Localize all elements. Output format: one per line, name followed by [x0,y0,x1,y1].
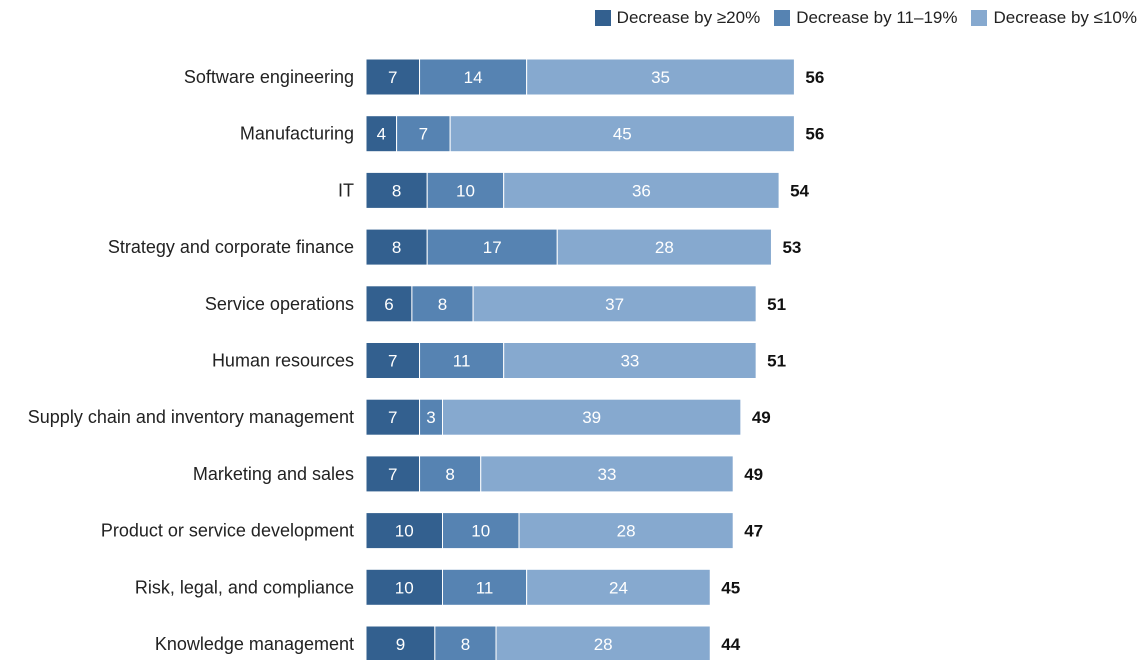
total-value-label: 56 [805,125,824,144]
legend-item: Decrease by 11–19% [774,8,957,28]
segment-value-label: 8 [438,295,447,314]
bar-segment [365,228,428,266]
segment-value-label: 3 [426,408,435,427]
segment-value-label: 28 [594,635,613,654]
total-value-label: 45 [721,578,740,597]
bar-segment [365,455,421,493]
category-label: Software engineering [184,67,354,87]
legend: Decrease by ≥20% Decrease by 11–19% Decr… [594,8,1137,28]
bar-segment [503,171,780,209]
category-label: Manufacturing [240,124,354,144]
total-value-label: 47 [744,522,763,541]
segment-value-label: 10 [471,522,490,541]
total-value-label: 49 [752,408,771,427]
bar-segment [518,512,734,550]
category-label: Service operations [205,294,354,314]
bar-segment [419,455,482,493]
segment-value-label: 33 [620,352,639,371]
category-label: Risk, legal, and compliance [135,577,354,597]
segment-value-label: 7 [419,125,428,144]
segment-value-label: 8 [445,465,454,484]
segment-value-label: 8 [461,635,470,654]
bar-segment [556,228,772,266]
bar-segment [419,58,528,96]
legend-item: Decrease by ≤10% [971,8,1137,28]
bar-segment [365,58,421,96]
bar-segment [426,171,505,209]
category-label: Product or service development [101,521,354,541]
category-label: Marketing and sales [193,464,354,484]
total-value-label: 51 [767,352,786,371]
segment-value-label: 7 [388,68,397,87]
bar-segment [365,171,428,209]
legend-swatch [774,10,791,26]
bar-segment [365,398,421,436]
segment-value-label: 33 [598,465,617,484]
segment-value-label: 8 [392,238,401,257]
bar-segment [434,625,497,663]
bar-segment [419,342,505,379]
bar-segment [495,625,711,663]
segment-value-label: 17 [483,238,502,257]
segment-value-label: 24 [609,578,628,597]
segment-value-label: 7 [388,465,397,484]
bar-segment [365,285,413,323]
bar-segment [526,58,795,96]
bar-segment [480,455,734,493]
segment-value-label: 9 [396,635,405,654]
bar-segment [365,625,436,663]
legend-swatch [971,10,988,26]
total-value-label: 49 [744,465,763,484]
bar-segment [396,115,451,153]
bar-segment [411,285,474,323]
total-value-label: 56 [805,68,824,87]
segment-value-label: 11 [476,578,494,597]
bar-segment [526,568,711,606]
bar-segment [442,398,742,436]
segment-value-label: 28 [617,522,636,541]
segment-value-label: 10 [395,578,414,597]
legend-label: Decrease by ≥20% [616,8,761,27]
legend-item: Decrease by ≥20% [594,8,761,28]
segment-value-label: 35 [651,68,670,87]
legend-swatch [594,10,611,26]
segment-value-label: 4 [377,125,386,144]
bar-segment [472,285,757,323]
category-label: Human resources [212,351,354,371]
legend-label: Decrease by 11–19% [796,8,958,27]
category-label: Strategy and corporate finance [108,237,354,257]
segment-value-label: 7 [388,408,397,427]
total-value-label: 44 [721,635,740,654]
segment-value-label: 45 [613,125,632,144]
category-label: Knowledge management [155,634,354,654]
category-label: Supply chain and inventory management [28,407,354,427]
segment-value-label: 28 [655,238,674,257]
category-label: IT [338,180,354,200]
legend-label: Decrease by ≤10% [993,8,1137,27]
total-value-label: 54 [790,181,809,200]
total-value-label: 51 [767,295,786,314]
segment-value-label: 6 [384,295,393,314]
bar-segment [442,512,520,550]
segment-value-label: 8 [392,181,401,200]
segment-value-label: 37 [605,295,624,314]
bar-segment [503,342,757,379]
bar-segment [365,342,421,379]
bar-segment [365,512,443,550]
total-value-label: 53 [782,238,801,257]
bar-segment [449,115,795,153]
segment-value-label: 7 [388,352,397,371]
segment-value-label: 10 [456,181,475,200]
segment-value-label: 39 [582,408,601,427]
segment-value-label: 36 [632,181,651,200]
segment-value-label: 11 [453,352,471,371]
segment-value-label: 14 [464,68,483,87]
segment-value-label: 10 [395,522,414,541]
